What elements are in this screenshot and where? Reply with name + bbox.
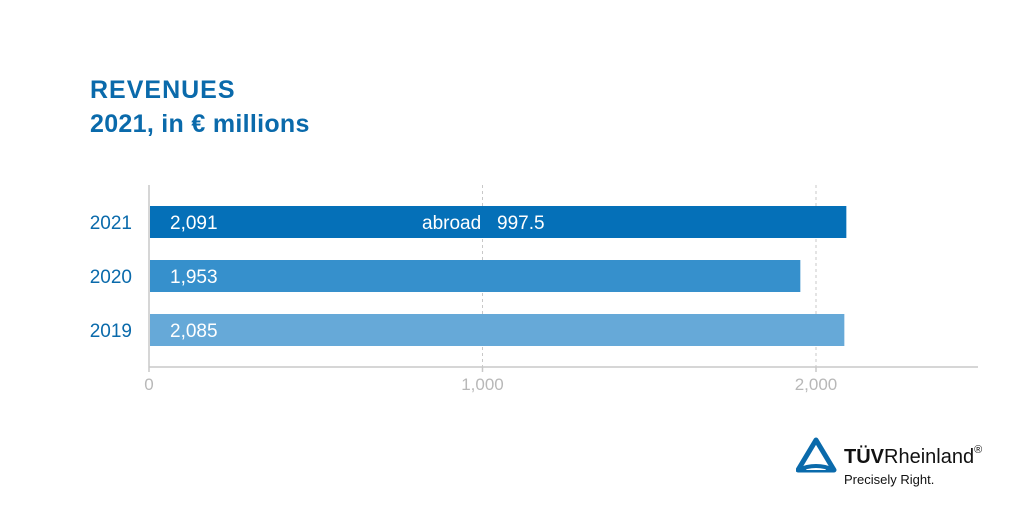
category-label-2020: 2020 (90, 267, 132, 288)
category-label-2021: 2021 (90, 213, 132, 234)
value-label-2021: 2,091 (170, 213, 218, 234)
value-label-2019: 2,085 (170, 321, 218, 342)
bar-2021 (150, 206, 847, 238)
tuv-triangle-logo-icon (796, 437, 837, 473)
x-tick-label-1: 1,000 (461, 375, 504, 394)
brand-tagline: Precisely Right. (844, 472, 935, 487)
bar-2020 (150, 260, 801, 292)
chart-subtitle: 2021, in € millions (90, 110, 310, 138)
x-tick-label-2: 2,000 (795, 375, 838, 394)
brand-name: TÜVRheinland® (844, 444, 983, 468)
annotation-label-0: abroad (422, 213, 481, 234)
annotation-value-0: 997.5 (497, 213, 545, 234)
chart-title: REVENUES (90, 76, 236, 104)
x-tick-label-0: 0 (144, 375, 153, 394)
value-label-2020: 1,953 (170, 267, 218, 288)
bar-2019 (150, 314, 845, 346)
category-label-2019: 2019 (90, 321, 132, 342)
